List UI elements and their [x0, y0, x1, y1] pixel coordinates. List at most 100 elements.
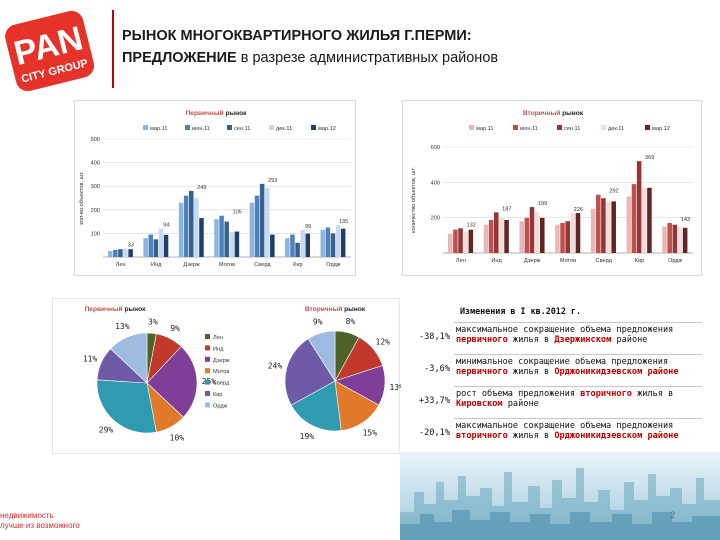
legend-label: мар.12 [318, 126, 336, 132]
data-label: 292 [609, 189, 618, 195]
data-label: 226 [574, 207, 583, 213]
bar [128, 249, 133, 257]
bar [295, 242, 300, 257]
pie-label: 3% [148, 317, 158, 326]
x-tick-label: Дзерж [183, 262, 200, 268]
text-part: максимальное сокращение объема предложен… [456, 421, 674, 431]
pie-label: 29% [99, 426, 114, 435]
pie-legend-label: Инд [213, 346, 224, 352]
change-description: максимальное сокращение объема предложен… [456, 325, 696, 345]
secondary-bar-chart-panel: Вторичный рынок мар.11 июн.11 сен.11 дек.11 м… [402, 100, 702, 276]
changes-table: Изменения в I кв.2012 г. -38,1% максималь… [408, 302, 708, 452]
pie-legend-label: Сверд [213, 381, 230, 387]
bar [305, 233, 311, 257]
text-part: жилья в [631, 389, 674, 399]
y-tick-label: 500 [91, 137, 100, 143]
legend-label: мар.11 [150, 126, 167, 132]
bar [320, 229, 326, 257]
legend-label: сен.11 [234, 126, 250, 132]
data-label: 132 [466, 222, 475, 228]
bar [148, 234, 153, 257]
bar [575, 213, 581, 253]
x-tick-label: Сверд [254, 262, 271, 268]
change-percent: -20,1% [418, 428, 450, 438]
pie-slice [284, 338, 336, 406]
bar [606, 201, 611, 253]
bar [178, 202, 184, 257]
change-percent: +33,7% [418, 396, 450, 406]
legend-label: июн.11 [520, 126, 538, 132]
legend-swatch [601, 125, 606, 130]
bar [534, 212, 540, 253]
row-separator [454, 386, 702, 387]
footer-line-2: лучше из возможного [0, 521, 80, 530]
x-tick-label: Кир [635, 258, 645, 264]
legend-swatch [185, 125, 190, 130]
pie-title-rest: рынок [123, 306, 147, 313]
data-label: 199 [538, 201, 547, 207]
bar [555, 224, 560, 253]
text-part: жилья в [507, 334, 555, 345]
bar [560, 222, 565, 253]
x-tick-label: Лен [456, 258, 466, 264]
highlight-text: первичного [456, 366, 508, 377]
title-accent-line [112, 10, 114, 88]
pie-label: 9% [170, 324, 180, 333]
pie-legend-label: Лен [213, 335, 223, 341]
x-tick-label: Мотов [219, 262, 235, 268]
subtitle-rest: в разрезе административных районов [236, 50, 499, 66]
x-tick-label: Лен [116, 262, 126, 268]
data-label: 293 [268, 178, 277, 184]
pie-legend-label: Дзерж [213, 358, 230, 364]
footer-line-1: недвижимость [0, 511, 54, 520]
bar [647, 187, 652, 253]
y-axis-label: кол-во объектов, шт. [79, 171, 85, 225]
chart-title-rest: рынок [560, 110, 584, 117]
legend-swatch [269, 125, 274, 130]
pie-label: 19% [300, 432, 315, 441]
data-label: 33 [128, 243, 134, 249]
pie-title-highlight: Вторичный [305, 305, 342, 313]
bar [662, 226, 667, 253]
bar [325, 227, 331, 257]
bar [163, 234, 169, 257]
bar [183, 195, 189, 257]
pie-legend-swatch [205, 334, 210, 339]
y-tick-label: 100 [91, 231, 100, 237]
pie-legend-label: Кир [213, 392, 223, 398]
bar [590, 208, 596, 253]
bar [118, 249, 123, 257]
bar [113, 249, 118, 257]
bar [519, 221, 524, 253]
highlight-text: Дзержинском [554, 334, 612, 345]
bar [488, 219, 494, 253]
pie-label: 9% [313, 317, 323, 326]
pie-label: 10% [170, 433, 185, 442]
pie-slice [290, 380, 342, 432]
y-tick-label: 400 [431, 180, 440, 186]
x-tick-label: Инд [151, 262, 162, 268]
pie-legend-swatch [205, 345, 210, 351]
pie-legend-swatch [205, 356, 210, 362]
x-tick-label: Инд [491, 258, 502, 264]
pie-legend-swatch [205, 379, 210, 385]
pie-legend-swatch [205, 391, 210, 396]
pie-legend-swatch [205, 368, 210, 374]
bar [565, 221, 570, 253]
bar [264, 187, 270, 257]
bar [224, 221, 229, 257]
x-tick-label: Ордж [668, 258, 683, 264]
pie-label: 12% [376, 337, 391, 346]
y-tick-label: 400 [91, 161, 100, 167]
bar [158, 228, 164, 257]
bar [270, 234, 275, 257]
pie-label: 15% [363, 428, 378, 437]
legend-swatch [311, 125, 316, 130]
bar [611, 201, 616, 253]
highlight-text: вторичного [580, 389, 632, 399]
bar [143, 238, 148, 257]
legend-label: сен.11 [564, 126, 580, 132]
bar [601, 198, 606, 253]
bar [672, 224, 678, 253]
page-number: 2 [670, 510, 676, 520]
